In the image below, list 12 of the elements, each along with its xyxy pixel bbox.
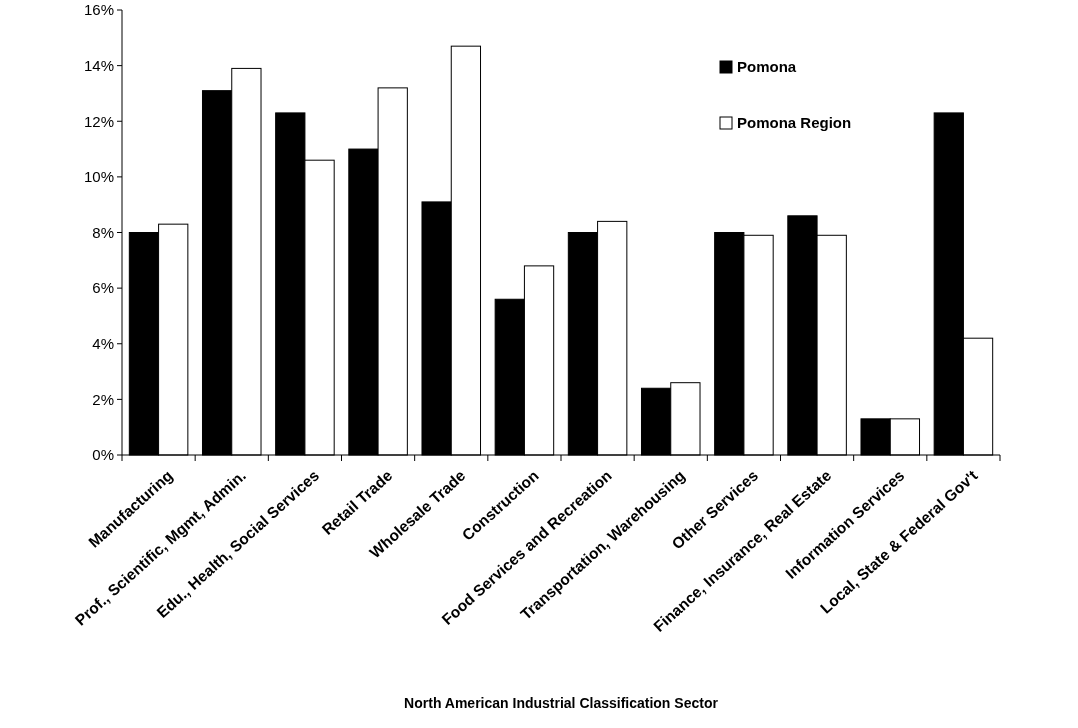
legend-label: Pomona bbox=[737, 58, 797, 76]
y-tick-label: 10% bbox=[83, 168, 114, 186]
y-tick-label: 2% bbox=[92, 390, 114, 408]
y-tick-label: 0% bbox=[92, 446, 114, 464]
y-tick-label: 8% bbox=[92, 223, 114, 241]
y-tick-label: 6% bbox=[92, 279, 114, 297]
y-tick-label: 16% bbox=[83, 1, 114, 19]
legend-label: Pomona Region bbox=[737, 114, 852, 132]
y-tick-label: 12% bbox=[83, 112, 114, 130]
x-axis-title: North American Industrial Classification Sector bbox=[404, 695, 719, 711]
y-tick-label: 14% bbox=[83, 56, 114, 74]
y-tick-label: 4% bbox=[92, 335, 114, 352]
